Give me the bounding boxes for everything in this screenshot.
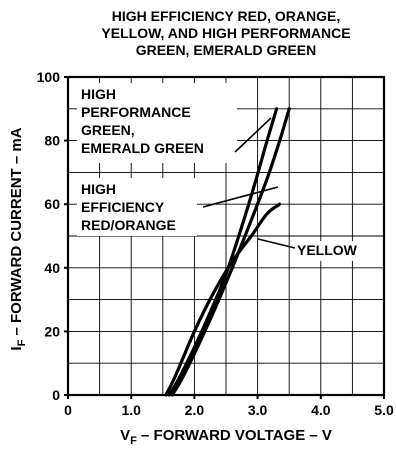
chart-title: HIGH EFFICIENCY RED, ORANGE,YELLOW, AND … (101, 8, 350, 58)
label-background (293, 241, 377, 261)
y-tick-label: 100 (37, 69, 61, 85)
series-label-line: HIGH (81, 181, 116, 197)
leader-line (202, 186, 279, 208)
x-axis-label: VF – FORWARD VOLTAGE – V (120, 427, 332, 447)
series-labels: HIGH PERFORMANCE GREEN, EMERALD GREEN HIGH EF… (77, 83, 377, 261)
series-lines (164, 107, 291, 397)
plot-border (66, 75, 386, 397)
series-label-line: HIGH (81, 86, 116, 102)
y-tick-label: 40 (44, 260, 60, 276)
label-background (77, 178, 197, 236)
y-tick-label: 60 (44, 196, 60, 212)
leader-line (257, 238, 296, 249)
series-line-red-orange (170, 107, 291, 397)
series-label-red-orange: HIGH EFFICIENCY RED/ORANGE (77, 178, 279, 236)
series-label-line: PERFORMANCE (81, 104, 191, 120)
plot-frame (66, 75, 386, 397)
series-label-line: EMERALD GREEN (81, 140, 204, 156)
series-label-green: HIGH PERFORMANCE GREEN, EMERALD GREEN (77, 83, 272, 163)
x-tick-label: 2.0 (185, 402, 205, 418)
y-axis-ticks: 0 20 40 60 80 100 (37, 69, 68, 403)
x-tick-label: 1.0 (121, 402, 141, 418)
x-tick-label: 3.0 (248, 402, 268, 418)
series-label-yellow: YELLOW (257, 238, 377, 261)
leader-line (234, 117, 272, 153)
series-line-yellow (164, 202, 282, 397)
series-label-line: RED/ORANGE (81, 217, 176, 233)
x-tick-label: 4.0 (311, 402, 331, 418)
label-background (77, 83, 237, 163)
y-tick-label: 20 (44, 323, 60, 339)
x-axis-ticks: 0 1.0 2.0 3.0 4.0 5.0 (64, 395, 394, 418)
y-tick-label: 0 (52, 387, 60, 403)
series-label-line: GREEN, (81, 122, 135, 138)
y-tick-label: 80 (44, 133, 60, 149)
x-tick-label: 0 (64, 402, 72, 418)
series-label-line: EFFICIENCY (81, 199, 165, 215)
y-axis-label: IF – FORWARD CURRENT – mA (8, 127, 28, 350)
chart-title-line: GREEN, EMERALD GREEN (136, 42, 316, 58)
chart-title-line: YELLOW, AND HIGH PERFORMANCE (101, 25, 350, 41)
x-tick-label: 5.0 (374, 402, 394, 418)
chart-title-line: HIGH EFFICIENCY RED, ORANGE, (112, 8, 340, 24)
series-label-line: YELLOW (297, 242, 358, 258)
